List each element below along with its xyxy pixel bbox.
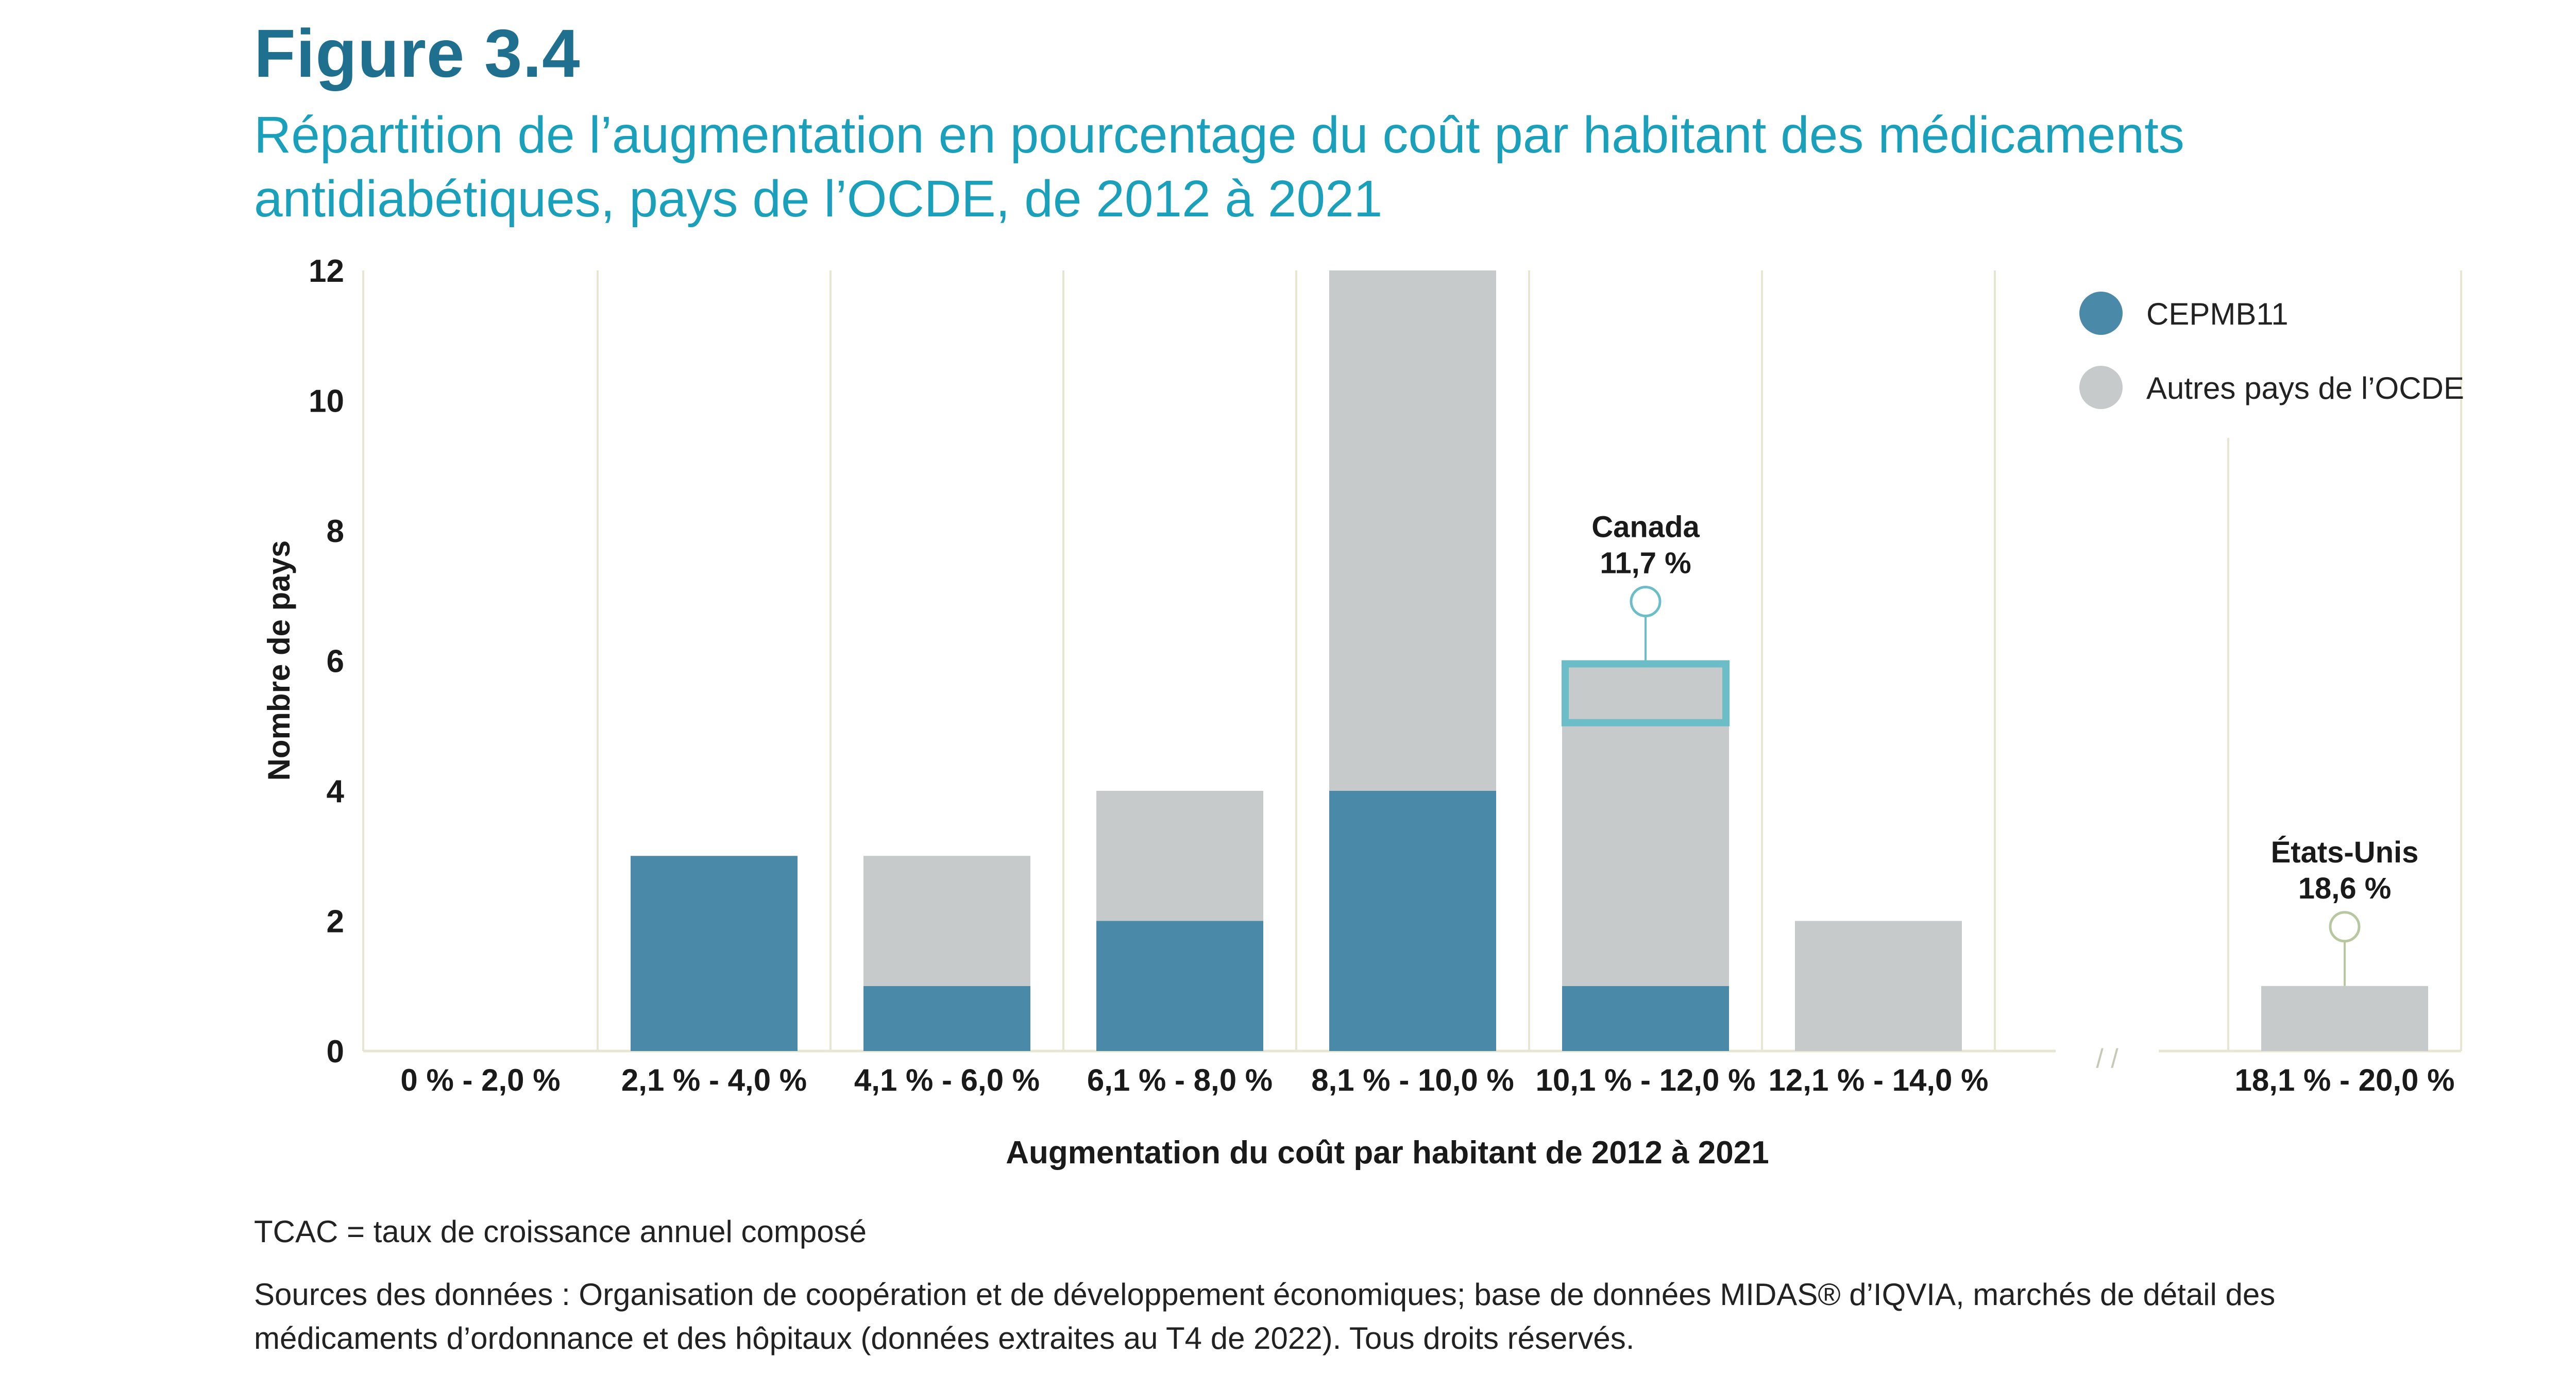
- figure-label: Figure 3.4: [254, 15, 581, 91]
- legend-swatch-cepmb11: [2079, 292, 2123, 335]
- bar-autres: [1096, 791, 1263, 921]
- y-tick-label: 10: [309, 384, 344, 419]
- y-tick-label: 12: [309, 253, 344, 289]
- bar-cepmb11: [631, 856, 798, 1051]
- y-tick-label: 6: [327, 644, 344, 680]
- annotation-label: Canada: [1591, 511, 1700, 544]
- bar-chart: / / 0 2 4 6 8 10 12 Nombre de pays 0 % - 2,0 % 2,1…: [262, 253, 2464, 1171]
- x-tick-label: 8,1 % - 10,0 %: [1311, 1063, 1514, 1097]
- bar-cepmb11: [1096, 921, 1263, 1051]
- bar-autres: [1795, 921, 1962, 1051]
- bar-autres: [1329, 270, 1496, 791]
- axis-break-mark: / /: [2096, 1044, 2119, 1074]
- bar-cepmb11: [1562, 986, 1729, 1051]
- y-axis-label: Nombre de pays: [262, 540, 296, 781]
- figure-title: Répartition de l’augmentation en pourcen…: [254, 106, 2184, 228]
- annotation-marker: [1630, 586, 1662, 617]
- x-tick-label: 12,1 % - 14,0 %: [1769, 1063, 1989, 1097]
- annotation-value: 11,7 %: [1600, 547, 1691, 580]
- note-tcac: TCAC = taux de croissance annuel composé: [254, 1214, 867, 1249]
- x-tick-label: 6,1 % - 8,0 %: [1087, 1063, 1273, 1097]
- y-tick-label: 2: [327, 904, 344, 940]
- x-tick-label: 2,1 % - 4,0 %: [621, 1063, 807, 1097]
- bar-cepmb11: [1329, 791, 1496, 1051]
- x-tick-label: 18,1 % - 20,0 %: [2235, 1063, 2455, 1097]
- bar-autres: [2261, 986, 2428, 1051]
- annotation-label: États-Unis: [2271, 836, 2419, 869]
- x-tick-label: 0 % - 2,0 %: [400, 1063, 560, 1097]
- legend-swatch-autres: [2079, 366, 2123, 409]
- highlight-box: [1562, 660, 1730, 726]
- y-tick-label: 0: [327, 1034, 344, 1070]
- x-tick-label: 10,1 % - 12,0 %: [1536, 1063, 1756, 1097]
- note-sources: Sources des données : Organisation de co…: [254, 1277, 2276, 1356]
- x-tick-label: 4,1 % - 6,0 %: [854, 1063, 1040, 1097]
- legend-label: CEPMB11: [2146, 297, 2289, 331]
- bar-autres: [1562, 660, 1729, 986]
- y-tick-label: 4: [327, 774, 345, 809]
- bar-autres: [863, 856, 1030, 986]
- x-axis-label: Augmentation du coût par habitant de 201…: [1006, 1135, 1769, 1171]
- legend-label: Autres pays de l’OCDE: [2146, 371, 2464, 405]
- y-tick-label: 8: [327, 514, 344, 549]
- annotation-value: 18,6 %: [2298, 872, 2392, 905]
- bar-cepmb11: [863, 986, 1030, 1051]
- annotation-marker: [2329, 911, 2361, 943]
